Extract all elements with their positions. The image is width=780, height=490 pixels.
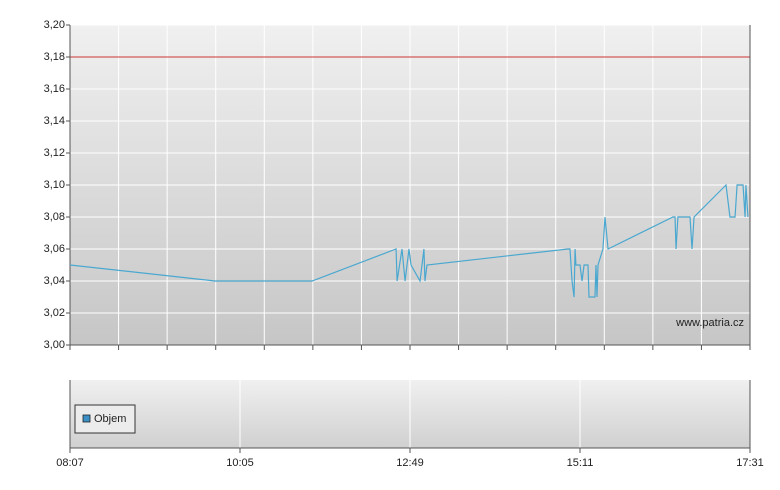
y-tick-label: 3,12: [44, 147, 65, 159]
y-tick-label: 3,10: [44, 179, 65, 191]
y-tick-label: 3,14: [44, 115, 65, 127]
legend-swatch: [82, 414, 91, 423]
watermark: www.patria.cz: [675, 317, 744, 329]
y-tick-label: 3,06: [44, 243, 65, 255]
x-tick-label: 17:31: [736, 457, 764, 469]
y-tick-label: 3,04: [44, 275, 65, 287]
x-tick-label: 15:11: [567, 457, 594, 469]
layer: 3,00 3,02 3,04 3,06 3,08 3,10 3,12 3,14 3,16 3,18…: [44, 19, 764, 469]
x-tick-label: 10:05: [226, 457, 254, 469]
y-tick-label: 3,02: [44, 307, 65, 319]
legend-label: Objem: [94, 413, 126, 425]
price-line: [69, 183, 749, 298]
y-tick-label: 3,20: [44, 19, 65, 31]
y-tick-label: 3,00: [44, 339, 65, 351]
y-tick-label: 3,08: [44, 211, 65, 223]
x-tick-label: 08:07: [56, 457, 84, 469]
x-tick-label: 12:49: [396, 457, 424, 469]
y-tick-label: 3,16: [44, 83, 65, 95]
y-tick-label: 3,18: [44, 51, 65, 63]
